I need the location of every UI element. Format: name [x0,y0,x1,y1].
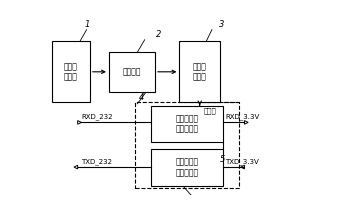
Text: 2: 2 [156,30,162,39]
Text: 4: 4 [139,94,144,102]
Bar [52,41,90,102]
Text: 串口电平输
出转换电路: 串口电平输 出转换电路 [175,158,198,177]
Text: 5: 5 [219,155,225,164]
Text: 放大电路: 放大电路 [122,67,141,76]
Text: RXD_3.3V: RXD_3.3V [225,113,260,120]
Text: 方波振
荡电路: 方波振 荡电路 [64,62,78,81]
Text: 1: 1 [84,20,90,29]
Text: 3: 3 [219,20,224,29]
Bar [109,52,155,92]
Bar [151,106,223,142]
Bar [135,102,239,188]
Text: TXD_232: TXD_232 [81,158,112,164]
Text: TXD_3.3V: TXD_3.3V [225,158,259,164]
Bar [179,41,220,102]
Text: 串口电平输
入转换电路: 串口电平输 入转换电路 [175,114,198,133]
Bar [151,149,223,186]
Text: RXD_232: RXD_232 [81,113,112,120]
Text: 负压转
换电路: 负压转 换电路 [193,62,206,81]
Text: 负电压: 负电压 [204,107,217,114]
